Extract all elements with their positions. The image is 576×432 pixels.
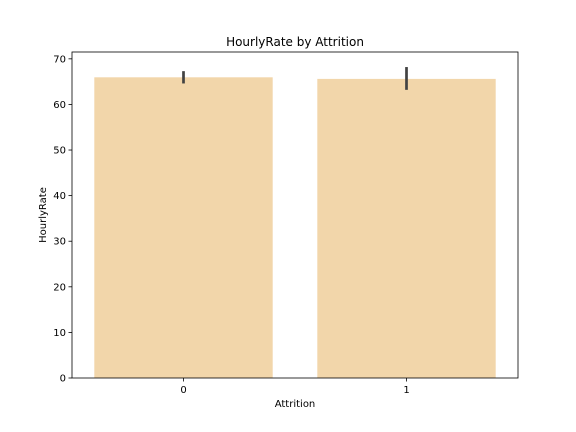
- y-tick-label: 50: [53, 146, 66, 157]
- y-tick-label: 10: [53, 328, 66, 339]
- plot-area: [94, 67, 495, 378]
- y-tick-label: 60: [53, 100, 66, 111]
- y-tick-label: 30: [53, 237, 66, 248]
- y-tick-label: 70: [53, 54, 66, 65]
- y-tick-label: 0: [60, 374, 66, 385]
- bar-attrition-0: [94, 77, 272, 378]
- y-axis-label: HourlyRate: [38, 187, 49, 243]
- chart-title: HourlyRate by Attrition: [226, 35, 364, 49]
- y-axis: 0 10 20 30 40 50 60 70: [53, 54, 72, 384]
- y-tick-label: 20: [53, 282, 66, 293]
- bar-attrition-1: [317, 79, 495, 378]
- x-axis-label: Attrition: [275, 399, 316, 410]
- y-tick-label: 40: [53, 191, 66, 202]
- x-tick-label: 1: [403, 385, 409, 396]
- x-tick-label: 0: [180, 385, 186, 396]
